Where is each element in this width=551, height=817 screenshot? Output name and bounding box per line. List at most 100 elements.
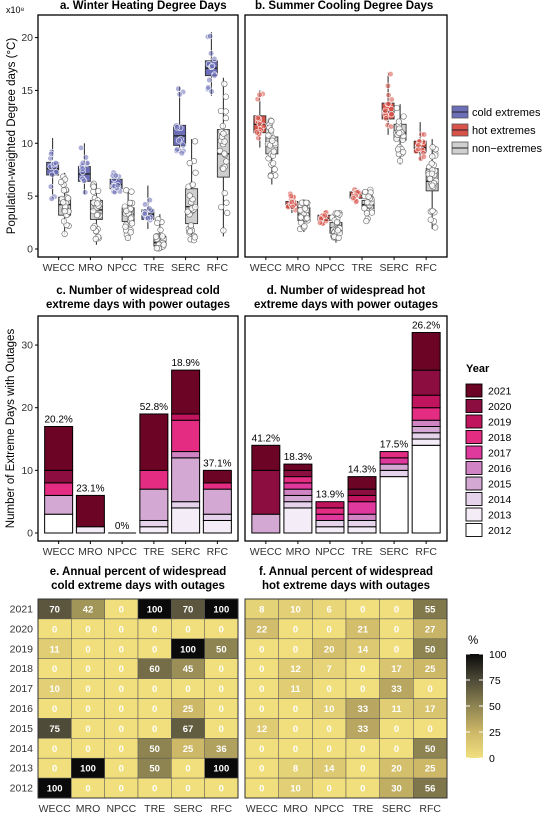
bar-segment xyxy=(251,469,281,515)
bar-segment xyxy=(139,488,169,521)
colorbar-tick-label: 0 xyxy=(489,753,495,765)
bar-segment xyxy=(139,469,169,490)
jitter-point xyxy=(92,235,99,243)
jitter-point xyxy=(395,118,402,125)
bar-label: 41.2% xyxy=(252,433,280,444)
legend-swatch xyxy=(465,476,483,491)
x-tick-label: RFC xyxy=(419,803,441,815)
jitter-point xyxy=(191,138,199,145)
x-tick-label: NPCC xyxy=(106,803,136,815)
y-tick-label: 10 xyxy=(21,465,33,477)
panel-c-cold-outage-days: c. Number of widespread cold extreme days… xyxy=(5,285,239,558)
jitter-point xyxy=(269,137,276,144)
jitter-point xyxy=(301,223,308,230)
x-tick-label: SERC xyxy=(382,803,412,815)
jitter-point xyxy=(428,170,435,177)
x-tick-label: RFC xyxy=(415,546,437,558)
bar-segment xyxy=(44,426,74,471)
jitter-point xyxy=(363,218,370,225)
cell-value: 0 xyxy=(152,624,157,635)
cell-value: 100 xyxy=(147,604,163,615)
cell-value: 0 xyxy=(52,764,57,775)
cell-value: 0 xyxy=(85,684,90,695)
cell-value: 8 xyxy=(293,764,298,775)
y-tick-label: 10 xyxy=(21,138,33,150)
jitter-point xyxy=(384,82,392,89)
jitter-point xyxy=(60,199,67,206)
jitter-point xyxy=(362,188,369,196)
cell-value: 0 xyxy=(259,704,264,715)
jitter-point xyxy=(256,91,263,98)
cell-value: 0 xyxy=(152,644,157,655)
jitter-point xyxy=(127,229,134,236)
x-tick-label: WECC xyxy=(43,546,75,558)
jitter-point xyxy=(159,233,166,240)
legend-swatch xyxy=(465,523,483,537)
cell-value: 0 xyxy=(52,624,57,635)
bar-segment xyxy=(283,501,313,509)
jitter-point xyxy=(94,200,101,207)
cell-value: 0 xyxy=(119,684,124,695)
jitter-point xyxy=(207,33,214,40)
x-tick-label: WECC xyxy=(43,262,75,274)
x-tick-label: TRE xyxy=(144,803,165,815)
bar-label: 26.2% xyxy=(412,321,440,332)
cell-value: 0 xyxy=(293,704,298,715)
jitter-point xyxy=(396,157,404,164)
cell-value: 0 xyxy=(119,664,124,675)
legend-title: Year xyxy=(466,363,490,375)
cell-value: 0 xyxy=(360,744,365,755)
cell-value: 67 xyxy=(183,724,194,735)
cell-value: 50 xyxy=(149,744,160,755)
jitter-point xyxy=(49,171,56,178)
cell-value: 0 xyxy=(428,684,433,695)
cell-value: 0 xyxy=(219,784,224,795)
legend-swatch xyxy=(465,461,483,475)
cell-value: 0 xyxy=(259,644,264,655)
bar-segment xyxy=(315,513,345,521)
bar-segment xyxy=(283,469,313,478)
panel-title: a. Winter Heating Degree Days xyxy=(60,0,227,12)
cell-value: 0 xyxy=(219,624,224,635)
bar-segment xyxy=(283,488,313,496)
cell-value: 25 xyxy=(183,744,194,755)
cell-value: 70 xyxy=(49,604,60,615)
cell-value: 12 xyxy=(257,724,268,735)
y-tick-label: 2014 xyxy=(10,743,34,755)
legend-swatch xyxy=(465,492,483,506)
jitter-point xyxy=(142,201,149,208)
cell-value: 0 xyxy=(360,664,365,675)
jitter-point xyxy=(253,129,261,136)
y-tick-label: 20 xyxy=(21,32,33,44)
plot-frame xyxy=(244,315,448,542)
legend-label: 2016 xyxy=(488,463,512,475)
cell-value: 55 xyxy=(425,604,436,615)
cell-value: 0 xyxy=(293,724,298,735)
bar-segment xyxy=(315,501,345,509)
jitter-point xyxy=(78,144,85,152)
cell-value: 0 xyxy=(85,724,90,735)
jitter-point xyxy=(265,132,272,139)
cell-value: 0 xyxy=(259,784,264,795)
bar-segment xyxy=(315,526,345,534)
cell-value: 100 xyxy=(47,784,63,795)
panel-b-summer-cooling: b. Summer Cooling Degree Days WECC MRO NPCC… xyxy=(244,0,543,274)
cell-value: 17 xyxy=(391,664,402,675)
bar-segment xyxy=(411,394,441,409)
cell-value: 0 xyxy=(327,784,332,795)
jitter-point xyxy=(173,146,181,153)
jitter-point xyxy=(224,209,231,216)
jitter-point xyxy=(47,183,54,190)
cell-value: 56 xyxy=(425,784,436,795)
cell-value: 0 xyxy=(360,784,365,795)
bar-segment xyxy=(171,457,201,503)
cell-value: 0 xyxy=(394,744,399,755)
x-tick-label: NPCC xyxy=(107,262,137,274)
jitter-point xyxy=(124,234,132,241)
jitter-point xyxy=(90,183,97,190)
jitter-point xyxy=(216,147,224,154)
bar-segment xyxy=(411,332,441,371)
plot-frame xyxy=(244,14,448,258)
bar-segment xyxy=(44,469,74,484)
